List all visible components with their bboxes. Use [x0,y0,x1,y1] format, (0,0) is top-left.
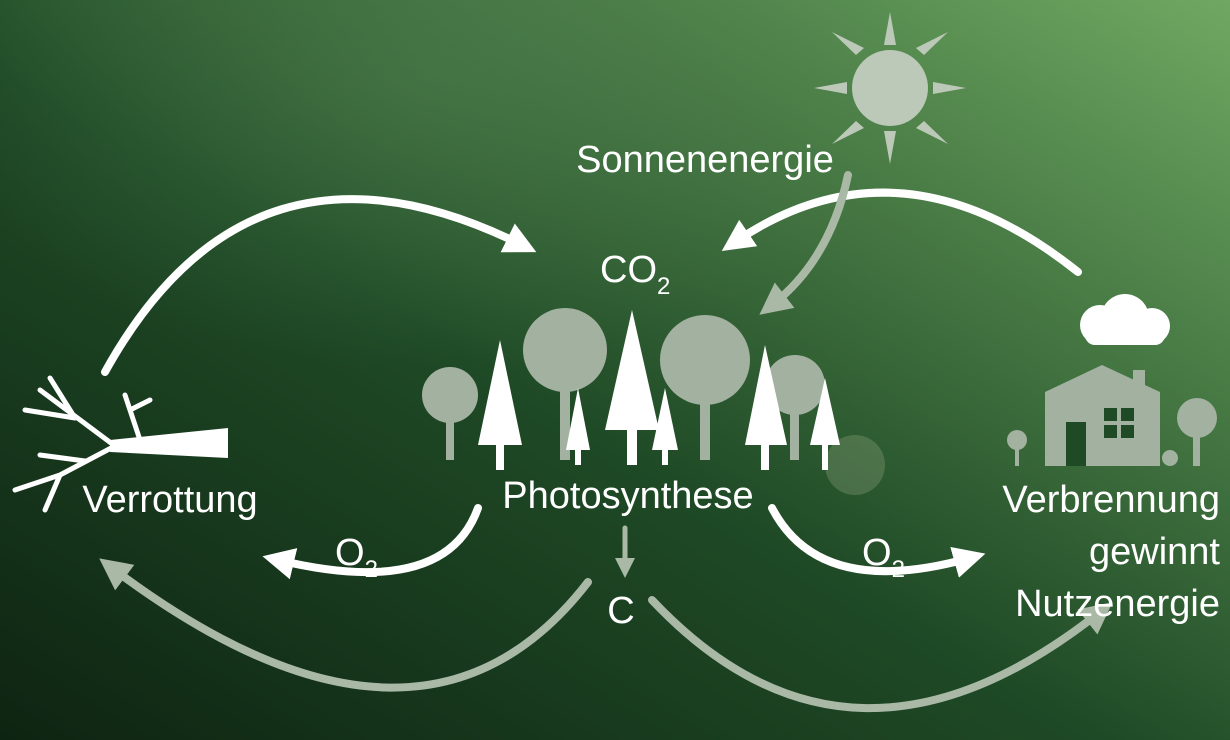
combustion-label: Nutzenergie [1015,583,1220,625]
o2-sub: 2 [365,556,378,583]
co2-text: CO [600,249,657,291]
combustion-label: gewinnt [1089,531,1220,573]
o2-text: O [335,532,365,574]
page: Sonnenenergie CO2 Verrottung Photosynthe… [0,0,1230,740]
photosynthesis-label: Photosynthese [502,475,753,517]
sun-label: Sonnenenergie [576,139,834,181]
sun-icon [814,12,966,164]
o2-text: O [862,532,892,574]
diagram: Sonnenenergie CO2 Verrottung Photosynthe… [0,0,1230,740]
carbon-label: C [607,590,634,632]
combustion-label: Verbrennung [1002,479,1220,521]
decay-label: Verrottung [82,479,257,521]
o2-sub: 2 [892,556,905,583]
co2-sub: 2 [657,273,670,300]
